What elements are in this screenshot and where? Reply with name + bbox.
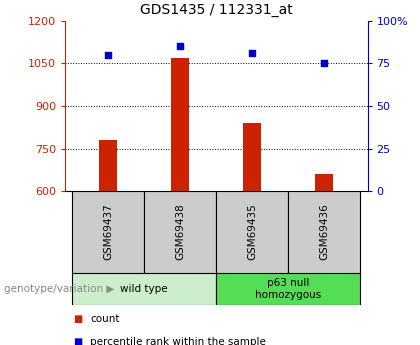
Text: wild type: wild type (121, 284, 168, 294)
Bar (144, 191, 216, 273)
Text: genotype/variation ▶: genotype/variation ▶ (4, 284, 115, 294)
Text: GSM69436: GSM69436 (319, 204, 329, 260)
Text: p63 null
homozygous: p63 null homozygous (255, 278, 321, 300)
Text: ■: ■ (74, 337, 83, 345)
Point (321, 61, 328, 66)
Bar (99, 140, 117, 191)
Point (105, 52, 112, 58)
Text: percentile rank within the sample: percentile rank within the sample (90, 337, 266, 345)
Text: ■: ■ (74, 314, 83, 324)
Bar (315, 175, 333, 191)
Text: count: count (90, 314, 120, 324)
Text: GSM69435: GSM69435 (247, 204, 257, 260)
Text: GSM69437: GSM69437 (103, 204, 113, 260)
Bar (72, 273, 216, 305)
Bar (243, 123, 261, 191)
Text: GSM69438: GSM69438 (175, 204, 185, 260)
Title: GDS1435 / 112331_at: GDS1435 / 112331_at (140, 3, 293, 17)
Bar (288, 191, 360, 273)
Bar (216, 273, 360, 305)
Bar (72, 191, 144, 273)
Bar (216, 191, 288, 273)
Point (177, 43, 184, 49)
Point (249, 50, 256, 56)
Bar (171, 58, 189, 191)
